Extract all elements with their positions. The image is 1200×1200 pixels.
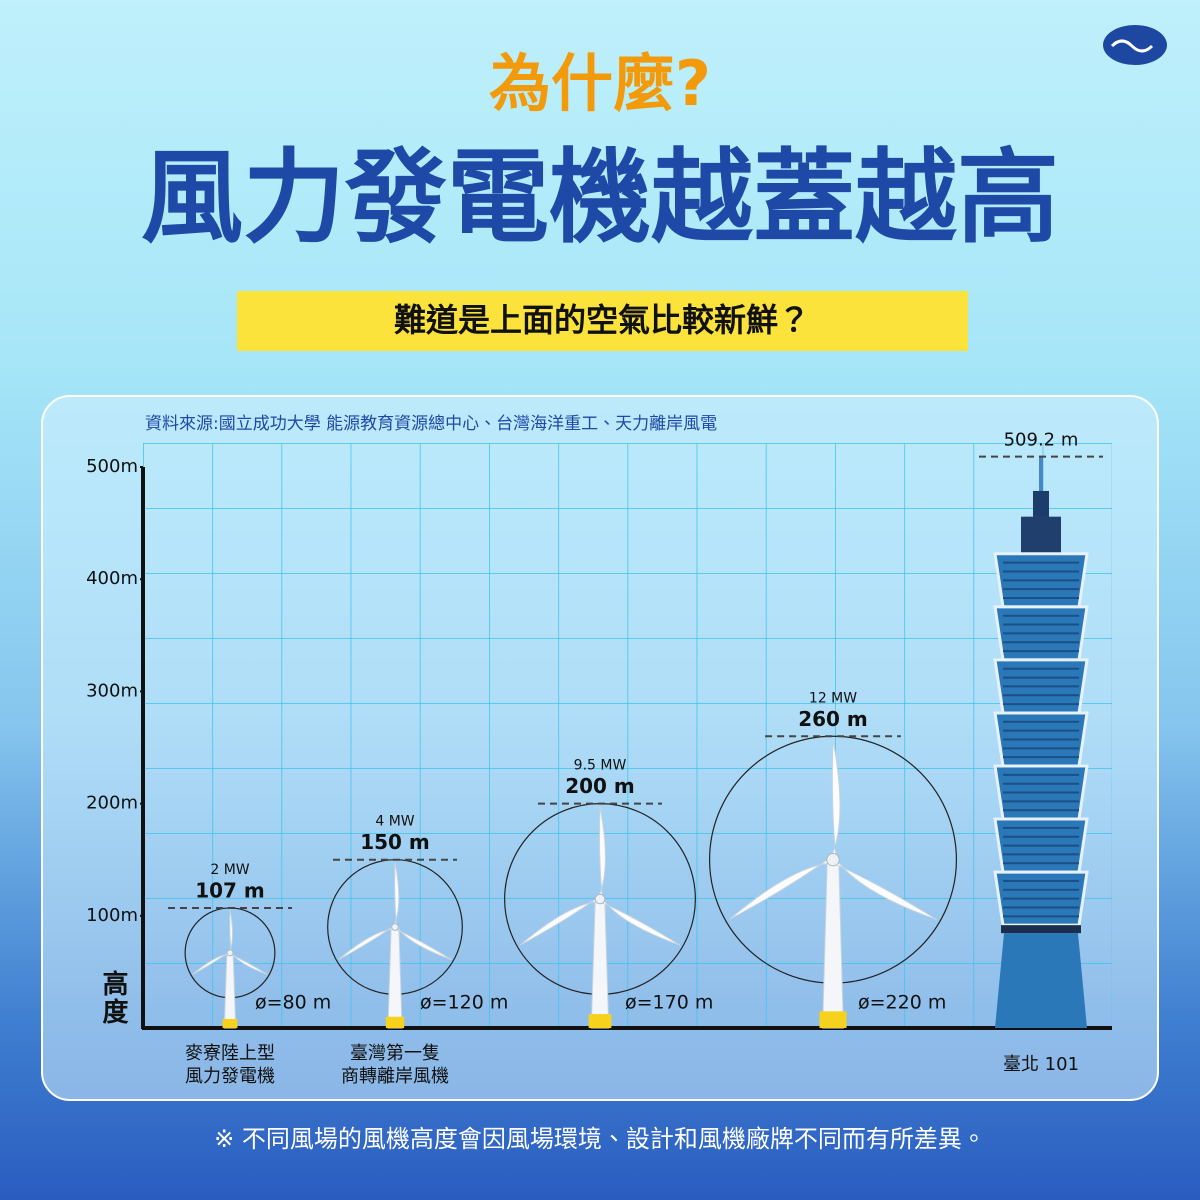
y-tick-label: 500m — [86, 456, 138, 477]
wind-turbine — [327, 859, 463, 1029]
diameter-label: ø=170 m — [625, 992, 713, 1014]
blade — [191, 951, 232, 976]
y-tick-label: 100m — [86, 905, 138, 926]
hub — [826, 853, 840, 867]
blade — [828, 739, 841, 861]
blade — [728, 856, 836, 920]
tower-base — [819, 1011, 847, 1028]
tower — [223, 952, 237, 1029]
y-tick-label: 200m — [86, 793, 138, 814]
height-label: 509.2 m — [1004, 430, 1079, 451]
taipei-101 — [993, 456, 1089, 1028]
blade — [227, 909, 234, 954]
tower-base — [385, 1016, 405, 1028]
x-category-label: 臺北 101 — [1002, 1054, 1080, 1075]
tower-base — [222, 1018, 238, 1028]
wind-turbine — [504, 802, 696, 1029]
supertitle: 為什麼? — [489, 47, 711, 120]
source: 資料來源:國立成功大學 能源教育資源總中心、台灣海洋重工、天力離岸風電 — [145, 414, 717, 434]
power-label: 12 MW — [809, 690, 857, 706]
tower-base — [588, 1014, 612, 1028]
podium — [995, 933, 1087, 1028]
blade — [228, 950, 268, 976]
height-label: 107 m — [195, 878, 265, 902]
diameter-label: ø=80 m — [255, 992, 331, 1014]
y-tick-label: 300m — [86, 680, 138, 701]
blade — [596, 806, 606, 900]
grid — [143, 443, 1112, 1028]
diameter-label: ø=120 m — [420, 992, 508, 1014]
power-label: 9.5 MW — [574, 758, 627, 774]
blade — [830, 855, 937, 921]
subtitle: 難道是上面的空氣比較新鮮？ — [394, 301, 810, 339]
blade — [519, 896, 603, 946]
logo-mark — [1110, 39, 1154, 53]
power-label: 4 MW — [375, 814, 414, 830]
y-axis-label: 高度 — [98, 970, 128, 1026]
wind-turbine — [708, 735, 958, 1029]
blade — [597, 895, 681, 946]
title: 風力發電機越蓋越高 — [141, 139, 1059, 258]
x-category-label: 臺灣第一隻 商轉離岸風機 — [341, 1043, 449, 1087]
blade — [393, 924, 452, 961]
x-category-label: 麥寮陸上型 風力發電機 — [185, 1043, 275, 1087]
hub — [226, 949, 234, 957]
power-label: 2 MW — [210, 862, 249, 878]
hub — [594, 893, 606, 905]
logo — [1103, 25, 1167, 65]
y-tick-label: 400m — [86, 568, 138, 589]
spire — [1039, 456, 1043, 497]
blade — [392, 861, 400, 928]
blade — [338, 924, 397, 961]
height-label: 200 m — [565, 774, 635, 798]
height-label: 150 m — [360, 830, 430, 854]
height-label: 260 m — [798, 707, 868, 731]
spire-block — [1033, 490, 1049, 520]
podium-band — [1001, 925, 1081, 934]
footnote: ※ 不同風場的風機高度會因風場環境、設計和風機廠牌不同而有所差異。 — [214, 1125, 986, 1153]
diameter-label: ø=220 m — [858, 992, 946, 1014]
subtitle-box — [237, 291, 968, 351]
hub — [391, 923, 399, 931]
crown — [1021, 516, 1061, 554]
